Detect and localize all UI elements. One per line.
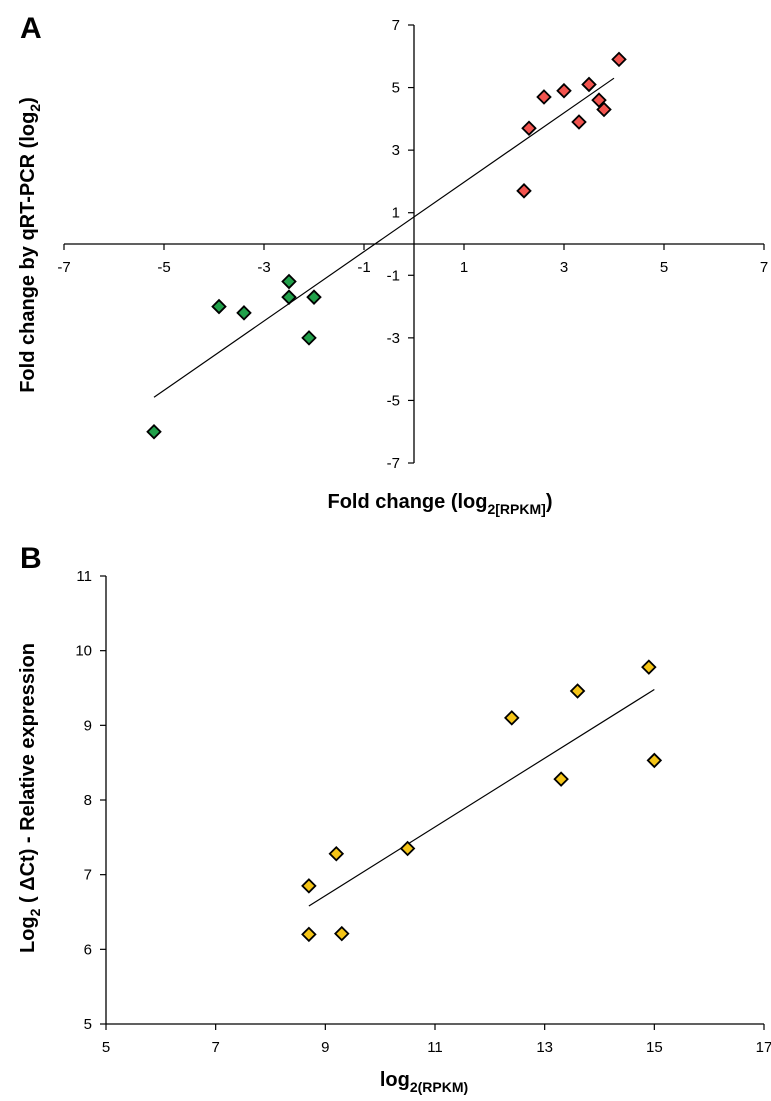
- x-tick-label: -5: [157, 259, 170, 276]
- panel-b-points: [301, 659, 663, 943]
- data-point: [301, 926, 317, 943]
- panel-b-letter: B: [20, 542, 42, 575]
- data-point: [301, 330, 317, 346]
- y-tick-label: 11: [76, 568, 92, 585]
- panel-b-y-title-main: Log: [17, 916, 39, 953]
- panel-b-y-title-sub: 2: [27, 908, 43, 916]
- panel-a-y-title-sub: 2: [27, 104, 43, 112]
- x-tick-label: 13: [536, 1039, 553, 1056]
- data-point: [306, 289, 322, 305]
- data-point: [646, 752, 663, 769]
- x-tick-label: 9: [321, 1039, 329, 1056]
- panel-b-x-title-main: log: [380, 1069, 410, 1091]
- y-tick-label: 1: [392, 205, 400, 222]
- y-tick-label: 9: [84, 717, 92, 734]
- panel-b-y-title-end: ( ΔCt) - Relative expression: [17, 643, 39, 909]
- x-tick-label: 11: [427, 1039, 443, 1056]
- y-tick-label: 5: [392, 80, 400, 97]
- panel-a-letter: A: [20, 12, 42, 45]
- data-point: [211, 298, 227, 315]
- data-point: [328, 845, 345, 862]
- data-point: [611, 51, 627, 68]
- x-tick-label: -1: [357, 259, 370, 276]
- data-point: [281, 289, 297, 305]
- panel-b-y-axis-title: Log2 ( ΔCt) - Relative expression: [17, 643, 43, 953]
- data-point: [334, 925, 350, 942]
- panel-a-x-title-sub: 2[RPKM]: [487, 501, 545, 517]
- panel-a-y-title-main: Fold change by qRT-PCR (log: [17, 112, 39, 393]
- y-tick-label: 10: [75, 643, 92, 660]
- data-point: [521, 120, 537, 137]
- panel-a-chart: A -7 -5 -3 -1 1 3 5 7 -7 -5 -3 -1 1 3 5 7 Fold change (…: [17, 12, 768, 517]
- x-tick-label: -7: [57, 259, 70, 276]
- y-tick-label: -3: [387, 330, 400, 347]
- panel-a-y-axis-title: Fold change by qRT-PCR (log2): [17, 97, 43, 393]
- x-tick-label: 7: [760, 259, 768, 276]
- y-tick-label: 5: [84, 1016, 92, 1033]
- data-point: [536, 89, 552, 105]
- panel-b-axes: 5 7 9 11 13 15 17 5 6 7 8 9 10 11: [75, 568, 771, 1056]
- x-tick-label: -3: [257, 259, 270, 276]
- panel-a-y-title-end: ): [17, 97, 39, 104]
- panel-b-x-title-sub: 2(RPKM): [410, 1079, 468, 1095]
- panel-b-chart: B 5 7 9 11 13 15 17 5 6 7 8 9 10 11 log2(RPKM) Log2 (…: [17, 542, 771, 1095]
- data-point: [301, 878, 317, 894]
- panel-a-trendline: [153, 77, 615, 398]
- data-point: [569, 683, 586, 699]
- panel-a-trendline-group: [153, 77, 615, 398]
- data-point: [591, 92, 607, 108]
- data-point: [503, 710, 520, 726]
- data-point: [146, 423, 162, 440]
- x-tick-label: 5: [102, 1039, 110, 1056]
- data-point: [236, 305, 252, 321]
- data-point: [641, 659, 657, 675]
- panel-b-trendline-group: [308, 688, 655, 907]
- data-point: [553, 771, 569, 787]
- data-point: [399, 840, 416, 857]
- y-tick-label: -5: [387, 392, 400, 409]
- x-tick-label: 5: [660, 259, 668, 276]
- x-tick-label: 17: [756, 1039, 771, 1056]
- data-point: [556, 82, 572, 99]
- panel-a-axes: -7 -5 -3 -1 1 3 5 7 -7 -5 -3 -1 1 3 5 7: [57, 17, 768, 472]
- panel-a-x-title-end: ): [546, 491, 553, 513]
- data-point: [571, 114, 587, 130]
- y-tick-label: 8: [84, 792, 92, 809]
- x-tick-label: 7: [211, 1039, 219, 1056]
- x-tick-label: 15: [646, 1039, 663, 1056]
- y-tick-label: -7: [387, 455, 400, 472]
- x-tick-label: 3: [560, 259, 568, 276]
- y-tick-label: 7: [84, 867, 92, 884]
- data-point: [596, 101, 612, 118]
- panel-a-x-axis-title: Fold change (log2[RPKM]): [327, 491, 552, 517]
- data-point: [281, 273, 297, 290]
- y-tick-label: -1: [387, 267, 400, 284]
- data-point: [581, 76, 597, 93]
- y-tick-label: 3: [392, 142, 400, 159]
- panel-b-trendline: [308, 688, 655, 907]
- y-tick-label: 6: [84, 941, 92, 958]
- panel-a-x-title-main: Fold change (log: [327, 491, 487, 513]
- panel-b-x-axis-title: log2(RPKM): [380, 1069, 468, 1095]
- y-tick-label: 7: [392, 17, 400, 34]
- data-point: [516, 183, 532, 199]
- panel-a-points: [146, 51, 627, 440]
- x-tick-label: 1: [460, 259, 468, 276]
